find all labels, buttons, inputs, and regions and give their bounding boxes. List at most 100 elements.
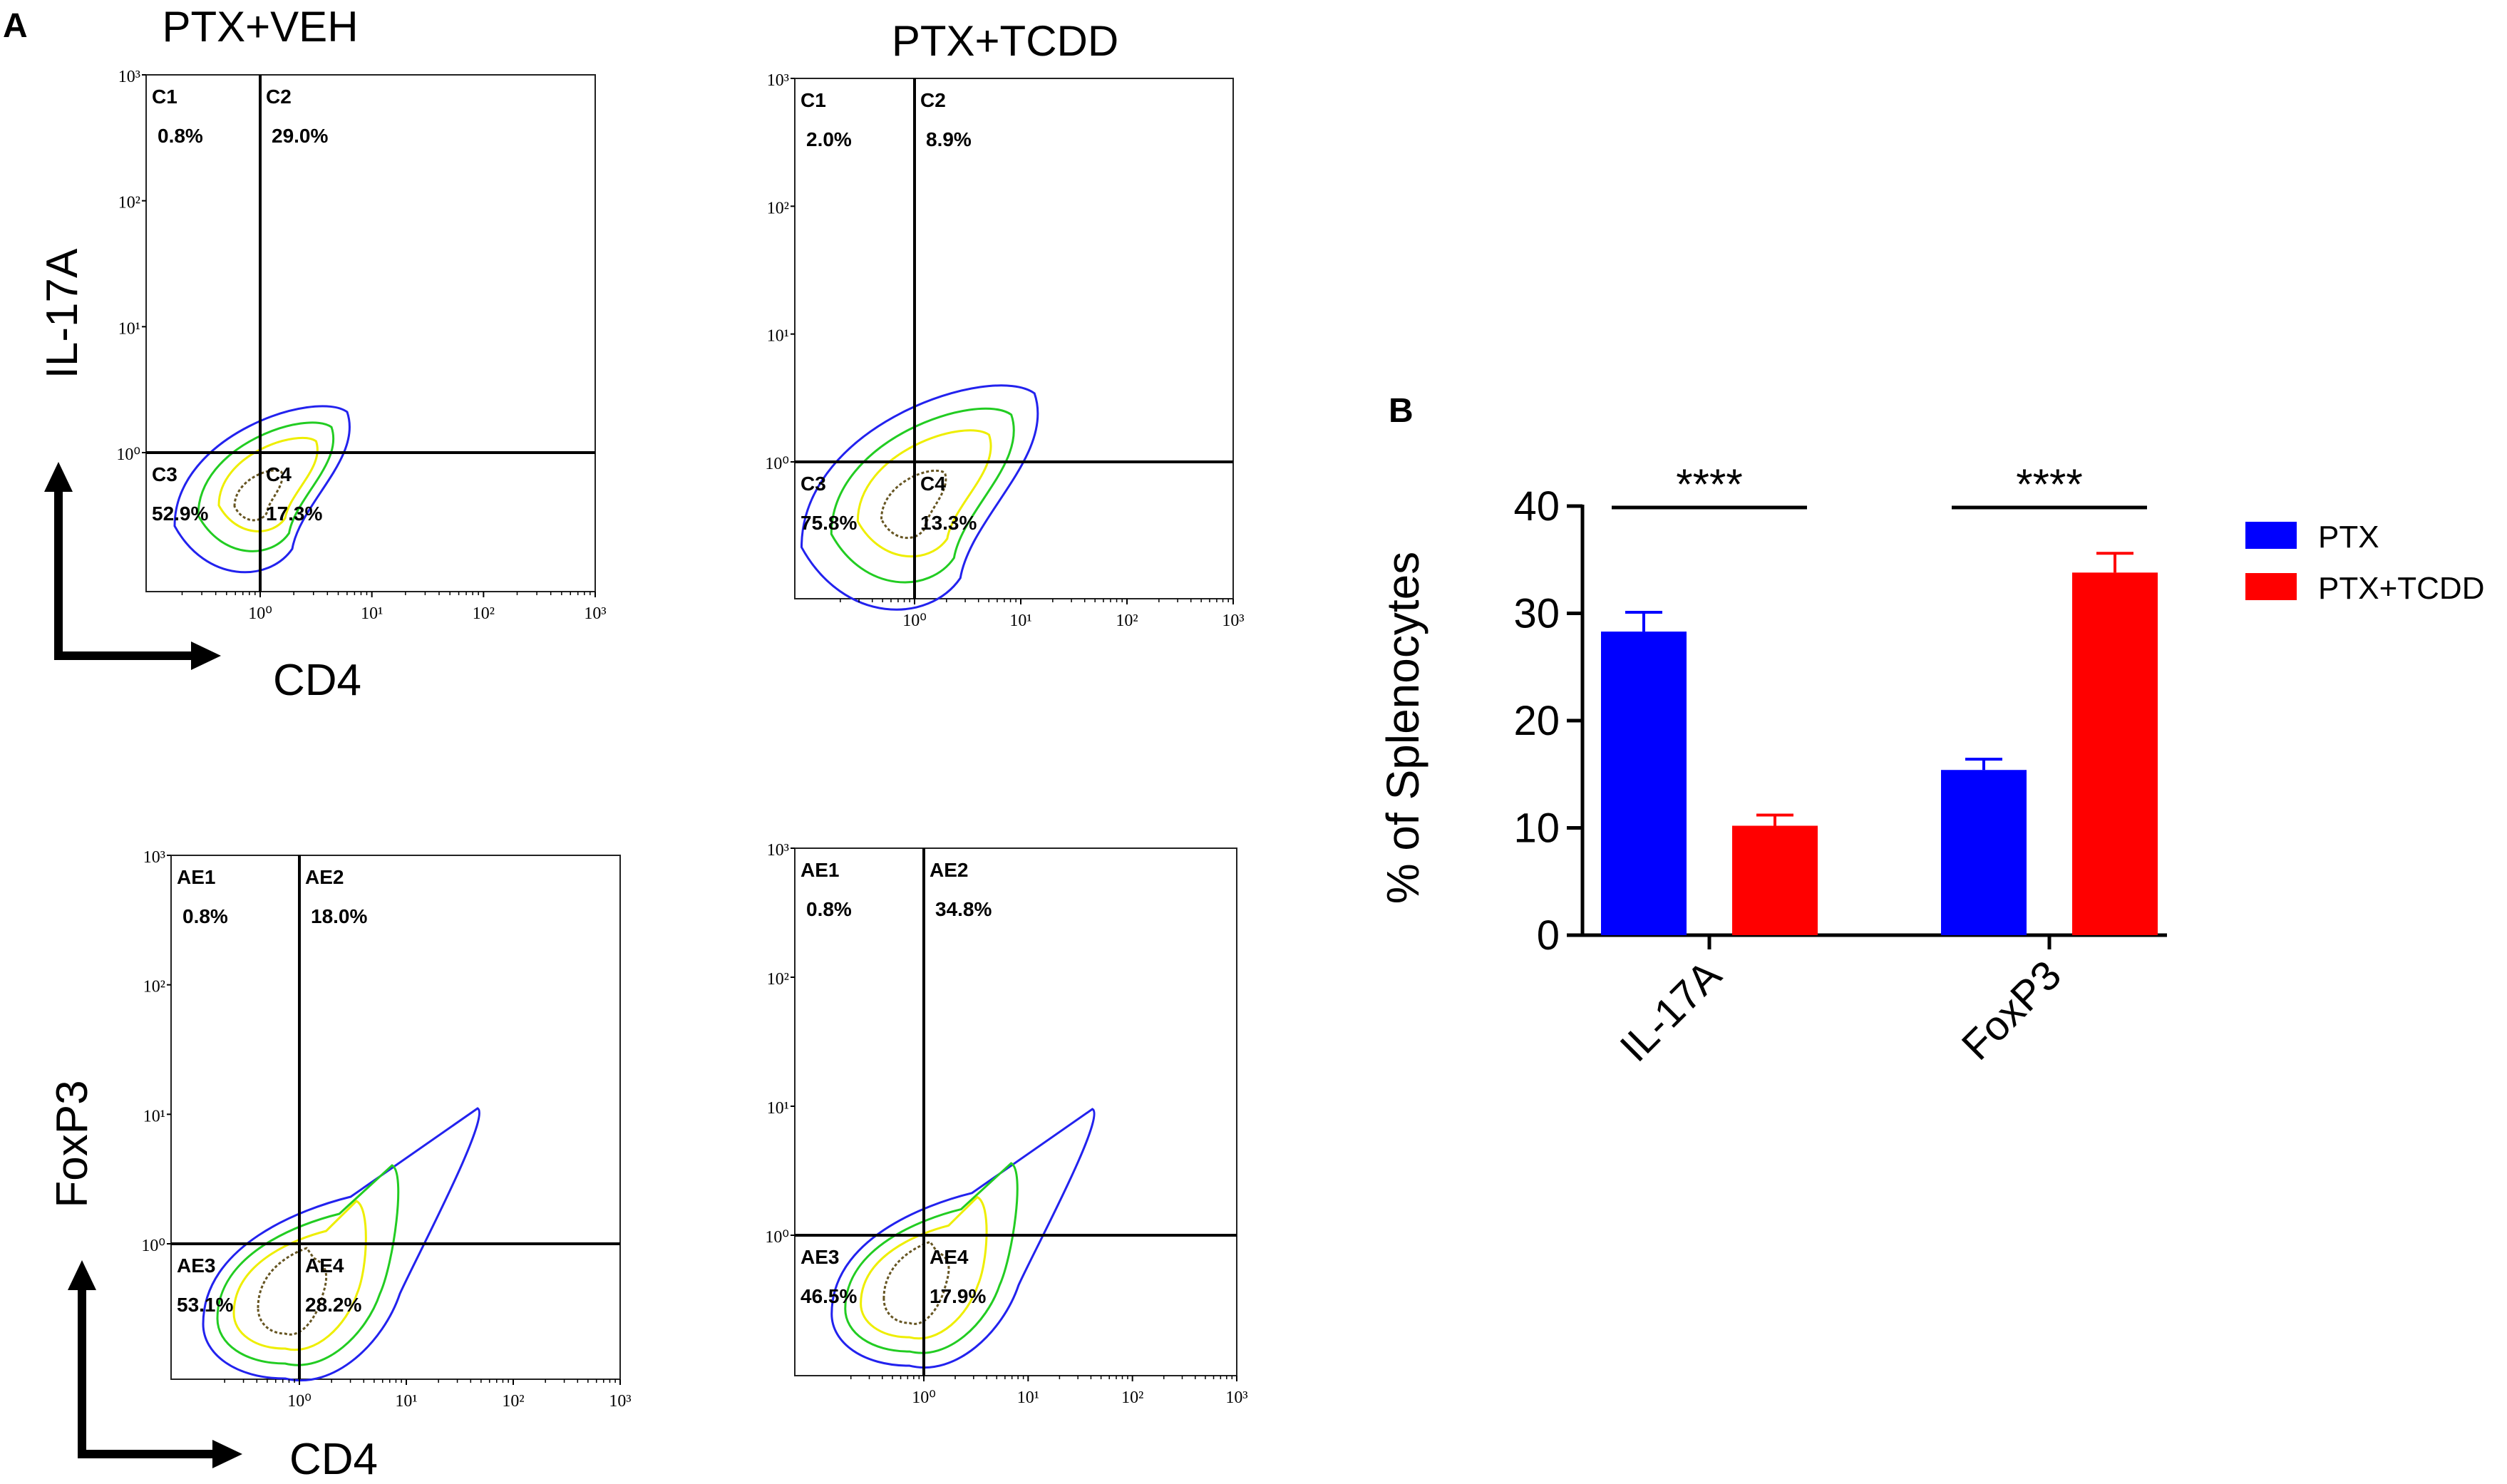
density-contour bbox=[233, 469, 284, 522]
bar-ptx-tcdd-foxp3 bbox=[2072, 572, 2158, 935]
bar-ptx-foxp3 bbox=[1941, 770, 2027, 935]
y-tick-label: 10³ bbox=[118, 68, 140, 86]
gate-label: AE1 bbox=[801, 859, 839, 881]
density-contour bbox=[257, 1247, 328, 1336]
flow-plot-foxp3-veh: AE1 0.8% AE2 18.0% AE3 53.1% AE4 28.2% 10³ 10² 10¹… bbox=[141, 848, 631, 1411]
plot-frame bbox=[794, 78, 1234, 599]
y-tick-label: 10 bbox=[1513, 805, 1560, 852]
x-tick-label: 10³ bbox=[609, 1392, 631, 1411]
gate-percent: 29.0% bbox=[272, 125, 328, 147]
bar-ptx-tcdd-il-17a bbox=[1732, 825, 1818, 935]
y-tick-label: 10¹ bbox=[118, 319, 140, 338]
flow-plot-il17a-veh: C1 0.8% C2 29.0% C3 52.9% C4 17.3% 10³ 10² 10¹ 10⁰ 1… bbox=[116, 68, 606, 623]
density-contour bbox=[844, 1162, 1019, 1354]
panel-a-label: A bbox=[3, 7, 28, 45]
gate-label: AE3 bbox=[177, 1254, 215, 1277]
legend-swatch bbox=[2245, 573, 2297, 600]
gate-percent: 46.5% bbox=[801, 1285, 857, 1307]
gate-label: AE4 bbox=[305, 1254, 344, 1277]
gate-percent: 2.0% bbox=[806, 128, 852, 150]
density-contour bbox=[882, 1240, 950, 1325]
y-tick-label: 10¹ bbox=[143, 1107, 165, 1125]
title-veh: PTX+VEH bbox=[162, 3, 358, 51]
axis-arrows-top bbox=[44, 462, 221, 670]
y-tick-label: 10⁰ bbox=[116, 445, 140, 464]
panel-b-label: B bbox=[1389, 392, 1414, 430]
gate-label: C2 bbox=[266, 86, 292, 108]
x-tick-label: IL-17A bbox=[1611, 952, 1730, 1071]
y-tick-label: 10¹ bbox=[767, 327, 789, 346]
y-tick-label: 10² bbox=[767, 199, 789, 217]
x-tick-label: 10² bbox=[1121, 1388, 1143, 1407]
density-contour bbox=[232, 1200, 367, 1351]
gate-label: C4 bbox=[266, 463, 292, 485]
gate-percent: 53.1% bbox=[177, 1294, 233, 1316]
gate-percent: 0.8% bbox=[158, 125, 203, 147]
x-tick-label: 10⁰ bbox=[912, 1388, 936, 1407]
y-tick-label: 30 bbox=[1513, 591, 1560, 637]
gate-percent: 75.8% bbox=[801, 512, 857, 534]
density-contour bbox=[217, 437, 319, 532]
gate-percent: 0.8% bbox=[806, 898, 852, 920]
x-tick-label: 10¹ bbox=[1009, 612, 1031, 630]
x-tick-label: FoxP3 bbox=[1953, 952, 2071, 1069]
bar-ptx-il-17a bbox=[1601, 632, 1687, 935]
x-tick-label: 10⁰ bbox=[248, 604, 272, 623]
significance-stars: **** bbox=[2016, 460, 2082, 508]
legend-swatch bbox=[2245, 522, 2297, 549]
gate-percent: 18.0% bbox=[311, 905, 367, 927]
title-tcdd: PTX+TCDD bbox=[892, 17, 1118, 65]
gate-percent: 0.8% bbox=[182, 905, 228, 927]
gate-percent: 34.8% bbox=[935, 898, 992, 920]
x-axis-label-cd4-top: CD4 bbox=[273, 656, 361, 705]
x-tick-label: 10⁰ bbox=[902, 612, 927, 630]
flow-plot-il17a-tcdd: C1 2.0% C2 8.9% C3 75.8% C4 13.3% 10³ 10² 10¹ 10⁰ 10… bbox=[765, 71, 1244, 630]
y-tick-label: 40 bbox=[1513, 483, 1560, 530]
y-axis-label-foxp3: FoxP3 bbox=[48, 1080, 97, 1207]
gate-percent: 52.9% bbox=[152, 503, 208, 525]
x-tick-label: 10² bbox=[473, 604, 495, 623]
gate-label: C1 bbox=[801, 89, 826, 111]
gate-percent: 8.9% bbox=[926, 128, 972, 150]
legend-label: PTX+TCDD bbox=[2318, 571, 2484, 606]
legend-label: PTX bbox=[2318, 520, 2379, 555]
gate-label: C1 bbox=[152, 86, 177, 108]
gate-label: AE3 bbox=[801, 1246, 839, 1268]
gate-label: AE1 bbox=[177, 866, 215, 888]
gate-label: AE2 bbox=[305, 866, 344, 888]
x-tick-label: 10¹ bbox=[361, 604, 383, 623]
gate-label: C3 bbox=[801, 473, 826, 495]
y-tick-label: 10³ bbox=[767, 71, 789, 90]
plot-frame bbox=[145, 74, 596, 592]
gate-label: AE4 bbox=[930, 1246, 969, 1268]
y-axis-label: % of Splenocytes bbox=[1377, 552, 1428, 905]
y-tick-label: 20 bbox=[1513, 698, 1560, 744]
y-tick-label: 0 bbox=[1537, 912, 1560, 959]
x-tick-label: 10¹ bbox=[395, 1392, 417, 1411]
plot-frame bbox=[170, 855, 621, 1380]
density-contour bbox=[830, 1108, 1096, 1369]
bar-chart: 0 10 20 30 40 % of Splenocytes IL-17A **** FoxP3… bbox=[1377, 460, 2484, 1071]
gate-percent: 28.2% bbox=[305, 1294, 361, 1316]
gate-percent: 17.9% bbox=[930, 1285, 986, 1307]
density-contour bbox=[202, 1107, 480, 1382]
x-axis-label-cd4-bottom: CD4 bbox=[289, 1435, 378, 1484]
flow-plot-foxp3-tcdd: AE1 0.8% AE2 34.8% AE3 46.5% AE4 17.9% 10³ 10² 10¹… bbox=[765, 841, 1247, 1407]
axis-arrows-bottom bbox=[68, 1260, 242, 1468]
x-tick-label: 10³ bbox=[1225, 1388, 1247, 1407]
y-tick-label: 10³ bbox=[767, 841, 789, 860]
gate-label: C3 bbox=[152, 463, 177, 485]
y-tick-label: 10¹ bbox=[767, 1099, 789, 1118]
y-axis-label-il17a: IL-17A bbox=[38, 248, 87, 378]
x-tick-label: 10¹ bbox=[1017, 1388, 1039, 1407]
density-contour bbox=[830, 407, 1015, 584]
y-tick-label: 10³ bbox=[143, 848, 165, 867]
significance-stars: **** bbox=[1676, 460, 1742, 508]
y-tick-label: 10² bbox=[767, 970, 789, 989]
x-tick-label: 10³ bbox=[1222, 612, 1244, 630]
density-contour bbox=[197, 421, 335, 552]
gate-percent: 17.3% bbox=[266, 503, 322, 525]
gate-label: AE2 bbox=[930, 859, 968, 881]
density-contour bbox=[856, 429, 992, 558]
density-contour bbox=[216, 1164, 400, 1366]
